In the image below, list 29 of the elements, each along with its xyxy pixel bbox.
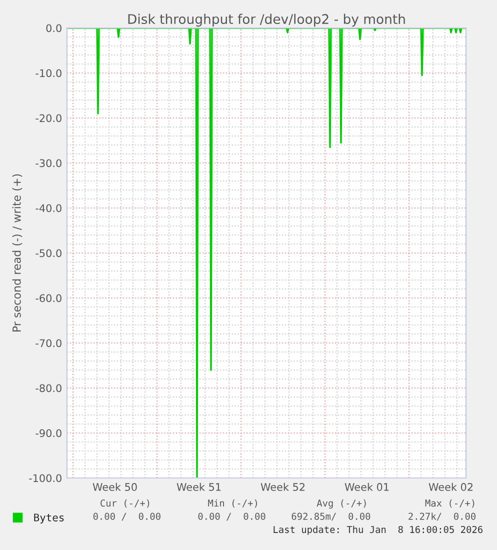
text: 0.00 / 0.00 — [198, 512, 266, 521]
x-tick-label: Week 50 — [92, 482, 137, 491]
y-tick-label: -10.0 — [36, 69, 62, 78]
text: Last update: Thu Jan 8 16:00:05 2026 — [274, 526, 482, 535]
text: Cur (-/+) — [100, 499, 150, 508]
y-tick-label: -50.0 — [36, 249, 62, 258]
text: 0.00 / 0.00 — [93, 512, 160, 521]
y-tick-label: -60.0 — [36, 294, 62, 302]
text: 2.27k/ 0.00 — [408, 512, 476, 521]
text: Avg (-/+) — [316, 499, 366, 509]
text: Min (-/+) — [208, 499, 257, 508]
y-tick-label: -80.0 — [36, 384, 62, 392]
y-tick-label: -70.0 — [36, 339, 62, 348]
x-tick-label: Week 02 — [428, 482, 473, 491]
line-series — [67, 28, 466, 478]
y-tick-label: 0.0 — [46, 24, 62, 32]
chart-title: Disk throughput for /dev/loop2 - by month — [128, 14, 405, 27]
text: Max (-/+) — [425, 499, 474, 508]
x-tick-label: Week 51 — [176, 482, 221, 491]
legend-label: Bytes — [34, 514, 64, 524]
y-tick-label: -90.0 — [36, 429, 62, 438]
y-tick-label: -100.0 — [29, 474, 62, 482]
y-tick-label: -40.0 — [36, 204, 62, 212]
x-tick-label: Week 01 — [344, 482, 389, 491]
x-tick-label: Week 52 — [260, 482, 305, 491]
y-tick-label: -30.0 — [36, 159, 62, 168]
y-axis-title: Pr second read (-) / write (+) — [12, 174, 22, 332]
y-tick-label: -20.0 — [36, 114, 62, 122]
text: 692.85m/ 0.00 — [292, 512, 370, 521]
